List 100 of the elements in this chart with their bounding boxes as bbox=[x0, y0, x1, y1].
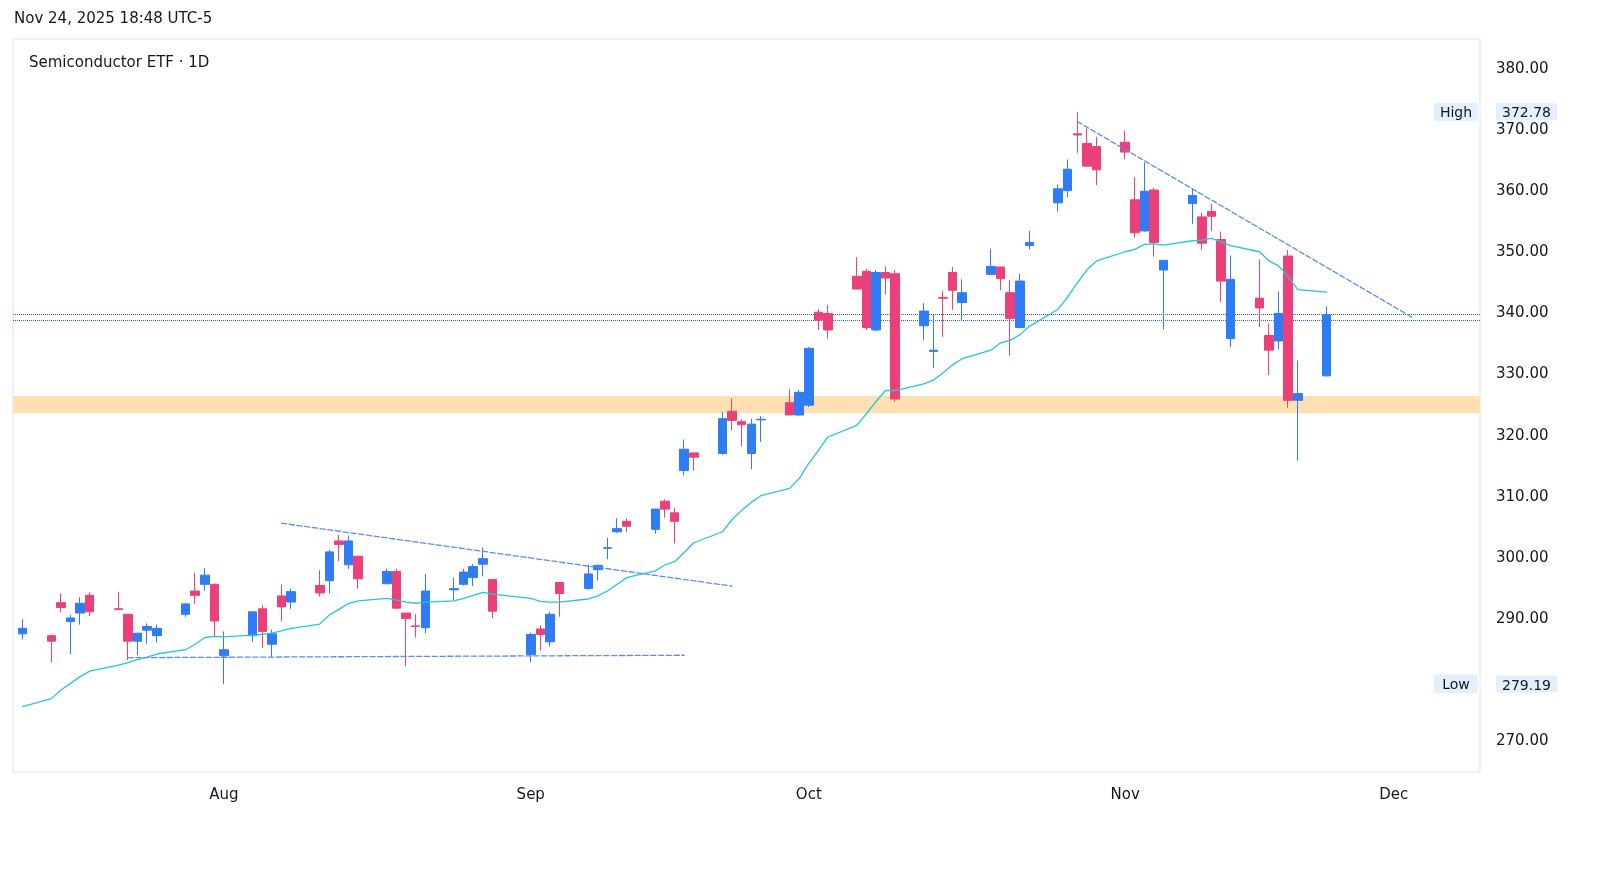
y-tick-label: 310.00 bbox=[1496, 486, 1549, 505]
candlestick bbox=[1073, 111, 1082, 154]
candlestick bbox=[679, 438, 689, 476]
candlestick bbox=[603, 537, 612, 560]
candlestick bbox=[267, 629, 277, 658]
candlestick bbox=[718, 411, 727, 456]
candlestick bbox=[1149, 187, 1159, 258]
candlestick bbox=[315, 569, 325, 598]
text: Nov 24, 2025 18:48 UTC-5 bbox=[14, 8, 213, 27]
candlestick bbox=[526, 632, 536, 664]
candlestick bbox=[1188, 187, 1197, 225]
candlestick bbox=[190, 572, 200, 605]
candlestick bbox=[1140, 161, 1149, 233]
candlestick bbox=[210, 583, 219, 638]
candlestick bbox=[957, 278, 967, 322]
candlestick bbox=[1293, 360, 1303, 462]
candlestick bbox=[536, 624, 545, 651]
candlestick bbox=[421, 573, 430, 634]
candlestick bbox=[258, 604, 267, 649]
x-tick-label: Sep bbox=[516, 784, 545, 803]
candlestick bbox=[622, 517, 631, 533]
y-tick-label: 270.00 bbox=[1496, 731, 1549, 750]
candlestick bbox=[334, 534, 344, 562]
candlestick bbox=[1226, 254, 1235, 348]
y-tick-label: 320.00 bbox=[1496, 425, 1549, 444]
candlestick bbox=[1005, 279, 1015, 357]
candlestick bbox=[727, 397, 737, 431]
candlestick bbox=[75, 596, 85, 626]
candlestick bbox=[756, 415, 766, 443]
candlestick bbox=[85, 591, 94, 617]
candlestick bbox=[612, 517, 622, 534]
candlestick bbox=[584, 564, 593, 591]
candlestick bbox=[651, 508, 660, 535]
candlestick bbox=[449, 577, 459, 601]
candlestick bbox=[353, 555, 363, 590]
candlestick bbox=[286, 588, 296, 610]
candlestick bbox=[1216, 231, 1226, 303]
candlestick bbox=[18, 618, 27, 640]
y-tick-label: 330.00 bbox=[1496, 364, 1549, 383]
candlestick bbox=[1322, 305, 1331, 377]
candlestick bbox=[1015, 273, 1025, 329]
candlestick bbox=[545, 611, 555, 648]
candlestick bbox=[929, 314, 938, 369]
candlestick bbox=[747, 418, 756, 470]
candlestick bbox=[1274, 290, 1283, 351]
candlestick bbox=[382, 568, 392, 585]
candlestick bbox=[123, 613, 133, 661]
candlestick bbox=[47, 633, 56, 664]
candlestick bbox=[670, 507, 679, 544]
y-tick-label: 360.00 bbox=[1496, 181, 1549, 199]
candlestick bbox=[200, 567, 210, 591]
candlestick bbox=[56, 592, 66, 613]
candlestick bbox=[411, 613, 420, 638]
candlestick bbox=[938, 290, 948, 338]
candlestick bbox=[181, 602, 190, 618]
y-tick-label: 290.00 bbox=[1496, 608, 1549, 627]
candlestick bbox=[1159, 259, 1168, 330]
candlestick bbox=[1130, 176, 1140, 239]
y-tick-label: 372.78 bbox=[1502, 104, 1551, 121]
candlestick bbox=[392, 568, 401, 610]
candlestick bbox=[1120, 130, 1130, 160]
candlestick bbox=[919, 302, 929, 341]
candlestick bbox=[248, 611, 257, 643]
y-tick-label: 300.00 bbox=[1496, 547, 1549, 566]
candlestick bbox=[737, 418, 746, 447]
x-tick-label: Oct bbox=[795, 784, 822, 803]
y-tick-label: 279.19 bbox=[1502, 676, 1551, 693]
y-tick-label: 380.00 bbox=[1496, 58, 1549, 77]
candlestick bbox=[488, 578, 497, 619]
candlestick bbox=[1283, 249, 1293, 409]
y-tick-label: 370.00 bbox=[1496, 119, 1549, 138]
x-tick-label: Nov bbox=[1110, 784, 1140, 803]
candlestick bbox=[114, 591, 123, 611]
candlestick bbox=[986, 248, 996, 276]
candlestick bbox=[219, 630, 229, 685]
candlestick bbox=[133, 632, 142, 656]
candlestick bbox=[401, 612, 411, 667]
candlestick bbox=[555, 581, 564, 618]
text: Semiconductor ETF · 1D bbox=[29, 52, 210, 71]
annotation: Low bbox=[1442, 676, 1470, 693]
line-series bbox=[21, 237, 1328, 708]
candlestick bbox=[66, 614, 75, 655]
candlestick bbox=[660, 498, 670, 519]
candlestick bbox=[1264, 322, 1274, 376]
candlestick bbox=[344, 534, 353, 570]
candlestick bbox=[996, 266, 1005, 291]
y-tick-label: 340.00 bbox=[1496, 303, 1549, 322]
x-tick-label: Aug bbox=[209, 784, 239, 803]
candlestick bbox=[1025, 230, 1034, 250]
candlestick bbox=[325, 549, 334, 594]
candlestick bbox=[689, 452, 699, 472]
candlestick bbox=[1255, 259, 1264, 328]
x-tick-label: Dec bbox=[1379, 784, 1409, 803]
candlestick bbox=[948, 266, 957, 311]
candlestick bbox=[277, 583, 286, 622]
candlestick bbox=[871, 269, 881, 332]
y-tick-label: 350.00 bbox=[1496, 242, 1549, 261]
candlestick bbox=[785, 388, 794, 416]
candlestick bbox=[478, 547, 488, 577]
annotation: High bbox=[1439, 103, 1473, 120]
